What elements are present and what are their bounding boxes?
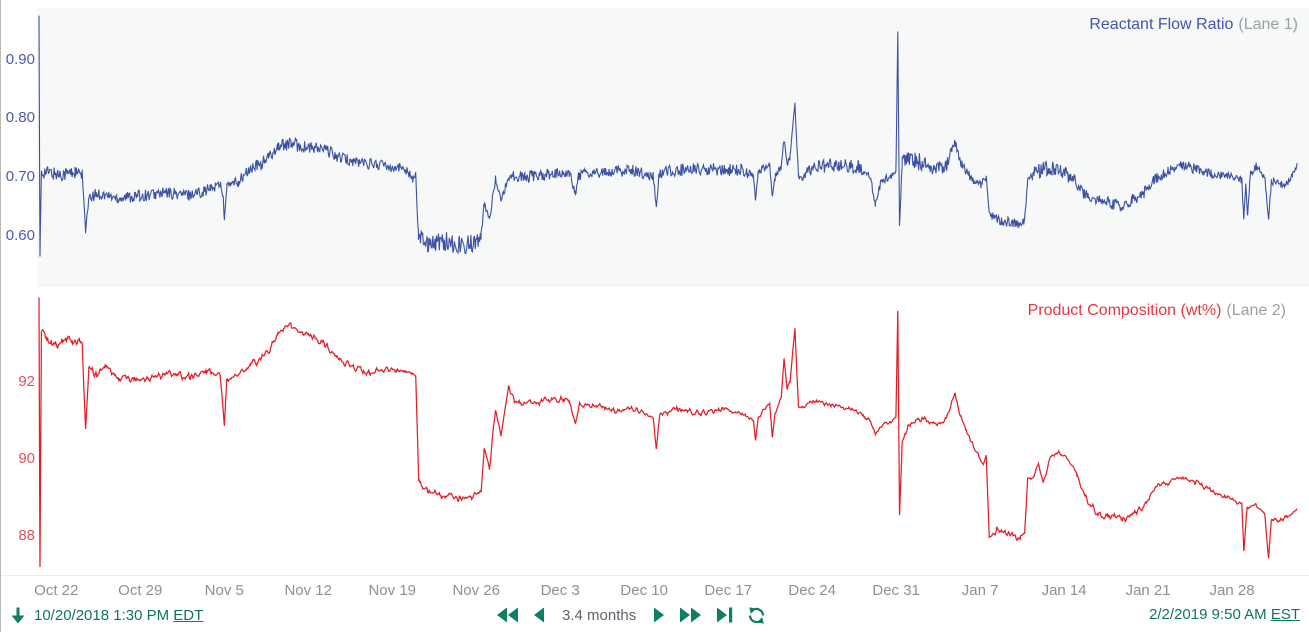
skip-to-end-icon (717, 607, 733, 623)
start-time-control[interactable]: 10/20/2018 1:30 PM EDT (10, 603, 203, 627)
start-timezone[interactable]: EDT (173, 606, 204, 624)
y-axis-label-lane1: 0.70 (5, 168, 35, 186)
y-axis-label-lane1: 0.80 (5, 109, 35, 127)
lane1-title-text: Reactant Flow Ratio (1089, 16, 1234, 33)
lane1-plot-area[interactable] (37, 8, 1309, 287)
lane2-title: Product Composition (wt%) (Lane 2) (1028, 302, 1286, 320)
lane2-title-text: Product Composition (wt%) (1027, 302, 1222, 319)
y-axis-label-lane2: 92 (18, 373, 35, 391)
step-back-icon (534, 607, 544, 623)
x-axis-label: Dec 3 (540, 582, 580, 599)
step-forward-button[interactable] (653, 607, 665, 623)
step-back-button[interactable] (533, 607, 545, 623)
rewind-button[interactable] (496, 607, 519, 623)
x-axis-label: Nov 19 (368, 582, 416, 599)
y-axis-label-lane2: 90 (18, 450, 35, 468)
end-time-control[interactable]: 2/2/2019 9:50 AM EST (1149, 606, 1300, 624)
skip-to-end-button[interactable] (716, 607, 733, 623)
plot-bottom-divider (1, 575, 1309, 576)
start-time-label[interactable]: 10/20/2018 1:30 PM EDT (34, 607, 203, 624)
fast-forward-icon (680, 607, 702, 623)
fast-forward-button[interactable] (679, 607, 702, 623)
step-forward-icon (654, 607, 665, 623)
x-axis-label: Nov 12 (284, 582, 332, 599)
lane2-plot-area[interactable] (37, 287, 1309, 572)
x-axis-label: Nov 26 (452, 582, 500, 599)
x-axis-label: Oct 29 (118, 582, 163, 599)
y-axis-label-lane2: 88 (18, 527, 35, 545)
lane2-lane-label: (Lane 2) (1226, 302, 1286, 319)
x-axis-label: Dec 17 (704, 582, 752, 599)
trend-line-lane2 (38, 297, 1298, 568)
x-axis-label: Dec 24 (788, 582, 836, 599)
playback-controls: 3.4 months (496, 603, 766, 627)
y-axis-label-lane1: 0.60 (5, 226, 35, 244)
x-axis-label: Jan 14 (1041, 582, 1087, 599)
x-axis-label: Oct 22 (34, 582, 79, 599)
x-axis-label: Dec 31 (872, 582, 920, 599)
rewind-icon (497, 607, 518, 623)
x-axis-label: Jan 7 (961, 582, 999, 599)
x-axis-label: Dec 10 (620, 582, 668, 599)
down-arrow-icon (11, 607, 25, 623)
trend-line-lane1 (38, 15, 1298, 257)
refresh-icon (749, 606, 765, 624)
end-timezone[interactable]: EST (1270, 606, 1300, 623)
x-axis-label: Jan 28 (1209, 582, 1255, 599)
duration-label[interactable]: 3.4 months (562, 606, 637, 624)
lane1-title: Reactant Flow Ratio (Lane 1) (1089, 16, 1298, 34)
lane1-lane-label: (Lane 1) (1238, 16, 1298, 33)
refresh-button[interactable] (747, 606, 766, 624)
end-time-label[interactable]: 2/2/2019 9:50 AM EST (1149, 606, 1300, 623)
x-axis-label: Nov 5 (204, 582, 244, 599)
start-timestamp: 10/20/2018 1:30 PM (34, 606, 170, 624)
y-axis-label-lane1: 0.90 (5, 50, 35, 68)
x-axis-label: Jan 21 (1125, 582, 1171, 599)
end-timestamp: 2/2/2019 9:50 AM (1149, 606, 1267, 623)
